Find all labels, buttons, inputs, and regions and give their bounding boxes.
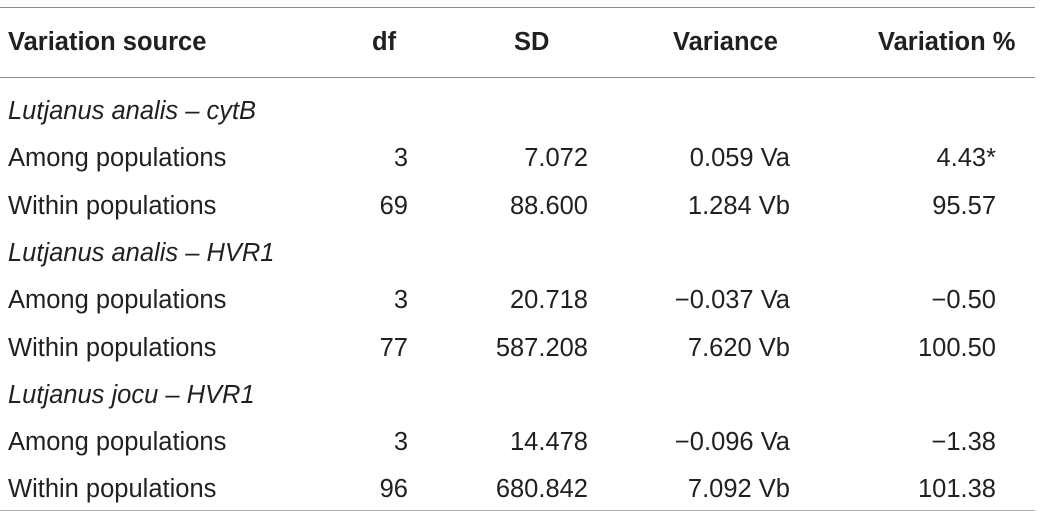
cell-sd: 680.842 [495,475,588,504]
header-df: df [372,28,397,56]
group-heading: Lutjanus analis – cytB [8,97,257,125]
cell-variation-source: Within populations [8,475,217,504]
cell-variance: 7.620 Vb [687,333,790,362]
header-sd: SD [514,28,550,56]
cell-variance: −0.037 Va [674,286,790,315]
table-top-rule [0,7,1035,8]
header-variation-source: Variation source [8,28,207,56]
cell-df: 3 [393,144,408,173]
cell-sd: 587.208 [495,333,588,362]
cell-variation-percent: −1.38 [931,428,996,457]
cell-variation-percent: 100.50 [918,333,996,362]
cell-df: 77 [379,333,408,362]
table-row: Among populations 3 14.478 −0.096 Va −1.38 [0,420,1041,464]
cell-sd: 7.072 [524,144,588,173]
header-bottom-rule [0,77,1035,78]
cell-variation-source: Among populations [8,286,227,315]
cell-sd: 14.478 [510,428,588,457]
table-bottom-rule [0,510,1035,511]
cell-variation-percent: 101.38 [918,475,996,504]
group-heading: Lutjanus jocu – HVR1 [8,380,255,409]
cell-sd: 88.600 [510,191,588,220]
group-heading: Lutjanus analis – HVR1 [8,238,275,267]
cell-variation-percent: −0.50 [931,286,996,315]
table-row: Within populations 96 680.842 7.092 Vb 101.3… [0,467,1041,511]
group-heading-row: Lutjanus jocu – HVR1 [0,373,1041,417]
cell-df: 96 [379,475,408,504]
group-heading-row: Lutjanus analis – cytB [0,89,1041,133]
cell-variation-percent: 95.57 [932,191,996,220]
table-row: Within populations 69 88.600 1.284 Vb 95.57 [0,184,1041,228]
cell-variation-source: Among populations [8,144,227,173]
cell-variation-source: Within populations [8,333,217,362]
header-variance: Variance [673,28,778,56]
cell-variation-percent: 4.43* [936,144,996,173]
cell-variation-source: Among populations [8,428,227,457]
cell-sd: 20.718 [510,286,588,315]
cell-df: 69 [379,191,408,220]
header-variation-percent: Variation % [878,28,1016,56]
table-header-row: Variation source df SD Variance Variatio… [0,20,1041,64]
cell-df: 3 [393,286,408,315]
table-row: Among populations 3 7.072 0.059 Va 4.43* [0,136,1041,180]
cell-variance: −0.096 Va [674,428,790,457]
cell-variance: 0.059 Va [689,144,790,173]
cell-df: 3 [393,428,408,457]
table-row: Among populations 3 20.718 −0.037 Va −0.50 [0,278,1041,322]
table-row: Within populations 77 587.208 7.620 Vb 100.5… [0,326,1041,370]
cell-variance: 1.284 Vb [687,191,790,220]
cell-variance: 7.092 Vb [687,475,790,504]
cell-variation-source: Within populations [8,191,217,220]
group-heading-row: Lutjanus analis – HVR1 [0,231,1041,275]
